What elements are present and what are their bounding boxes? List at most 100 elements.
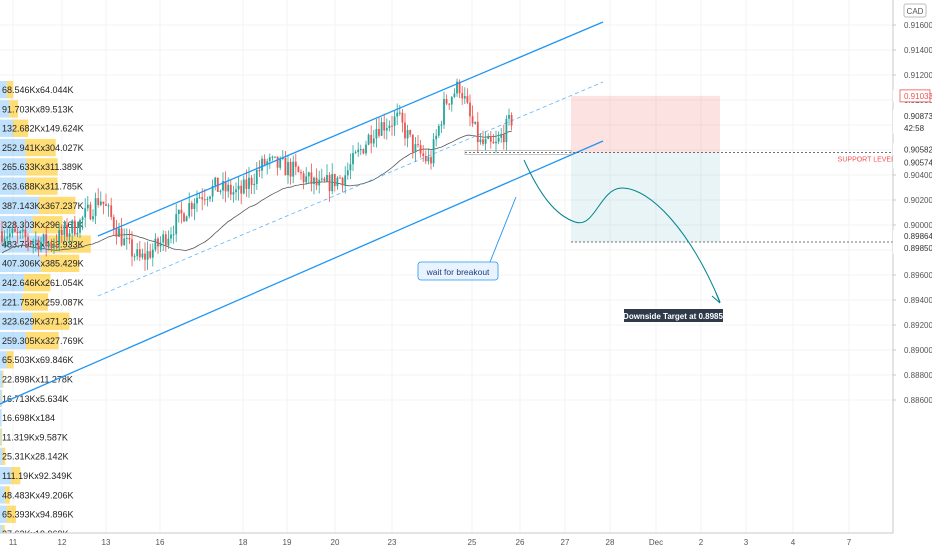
candle-body <box>347 170 349 175</box>
candle-body <box>311 172 313 184</box>
candle-body <box>409 130 411 135</box>
candle-body <box>139 249 141 257</box>
candle-body <box>243 179 245 193</box>
candle-body <box>191 203 193 209</box>
volume-profile-label: 11.319Kx9.587K <box>2 432 68 442</box>
candle-body <box>259 170 261 171</box>
candle-body <box>386 128 388 131</box>
candle-body <box>27 237 29 242</box>
candle-body <box>428 157 430 161</box>
price-tick-label: 0.91200 <box>904 71 932 80</box>
volume-profile-label: 16.698Kx184 <box>2 413 55 423</box>
candle-body <box>422 153 424 156</box>
candle-body <box>337 178 339 187</box>
time-axis-bg <box>0 533 893 550</box>
candle-body <box>181 210 183 214</box>
date-tick-label: 18 <box>239 538 248 547</box>
callout-text: wait for breakout <box>426 267 490 277</box>
date-tick-label: 20 <box>331 538 340 547</box>
candle-body <box>313 178 315 184</box>
candle-body <box>365 145 367 154</box>
candle-body <box>404 123 406 139</box>
candle-body <box>131 239 133 256</box>
price-tick-label: 0.90200 <box>904 196 932 205</box>
candle-body <box>100 202 102 205</box>
volume-profile-buy-bar <box>0 428 1 445</box>
volume-profile-label: 65.393Kx94.896K <box>2 510 74 520</box>
candle-body <box>77 233 79 235</box>
candle-body <box>381 122 383 136</box>
candle-body <box>17 232 19 233</box>
candle-body <box>357 150 359 153</box>
candle-body <box>30 242 32 243</box>
candle-body <box>147 251 149 260</box>
candle-body <box>344 175 346 185</box>
volume-profile-label: 242.646Kx261.054K <box>2 278 84 288</box>
price-tag-support_b: 0.90574 <box>904 158 932 167</box>
candle-body <box>467 96 469 103</box>
candle-body <box>207 199 209 200</box>
candle-body <box>472 116 474 123</box>
price-tick-label: 0.91400 <box>904 46 932 55</box>
volume-profile-label: 25.31Kx28.142K <box>2 452 69 462</box>
candle-body <box>290 162 292 177</box>
date-tick-label: 27 <box>561 538 570 547</box>
volume-profile-label: 48.483Kx49.206K <box>2 490 74 500</box>
candle-body <box>12 229 14 234</box>
candle-body <box>370 135 372 144</box>
candle-body <box>303 173 305 182</box>
candle-body <box>376 129 378 139</box>
candle-body <box>461 93 463 98</box>
candle-body <box>285 158 287 175</box>
candle-body <box>480 139 482 142</box>
channel-lower-line <box>0 141 603 404</box>
candle-body <box>350 164 352 170</box>
candle-body <box>95 198 97 216</box>
candle-body <box>45 234 47 246</box>
channel-upper-line <box>98 22 603 236</box>
price-axis[interactable]: CAD0.916000.914000.912000.910000.908000.… <box>893 0 932 550</box>
candle-body <box>230 185 232 195</box>
candle-body <box>305 176 307 182</box>
candle-body <box>194 203 196 209</box>
candle-body <box>454 93 456 97</box>
candle-body <box>4 238 6 241</box>
date-tick-label: 13 <box>102 538 111 547</box>
candle-body <box>32 242 34 243</box>
candle-body <box>412 135 414 152</box>
date-tick-label: 25 <box>468 538 477 547</box>
candle-body <box>415 144 417 152</box>
candle-body <box>14 229 16 232</box>
candle-body <box>90 205 92 220</box>
candle-body <box>199 197 201 198</box>
volume-profile-label: 22.898Kx11.278K <box>2 375 73 385</box>
candle-body <box>277 157 279 168</box>
candle-body <box>443 99 445 125</box>
candle-body <box>329 175 331 191</box>
candle-body <box>188 203 190 216</box>
volume-profile-label: 111.19Kx92.349K <box>2 471 72 481</box>
candle-body <box>308 172 310 176</box>
volume-profile-label: 68.546Kx64.044K <box>2 85 74 95</box>
candle-body <box>402 113 404 123</box>
candle-body <box>9 233 11 236</box>
candle-body <box>134 256 136 257</box>
candle-body <box>248 178 250 189</box>
price-tag-support_a: 0.90582 <box>904 145 932 154</box>
candle-body <box>74 220 76 234</box>
candle-body <box>298 167 300 172</box>
date-tick-label: 7 <box>847 538 852 547</box>
candle-body <box>61 230 63 235</box>
date-tick-label: 16 <box>156 538 165 547</box>
candle-body <box>240 186 242 194</box>
candle-body <box>256 170 258 184</box>
candle-body <box>464 96 466 98</box>
candle-body <box>38 240 40 251</box>
candle-body <box>79 220 81 233</box>
candle-body <box>118 228 120 236</box>
candle-body <box>430 157 432 163</box>
candle-body <box>97 198 99 205</box>
